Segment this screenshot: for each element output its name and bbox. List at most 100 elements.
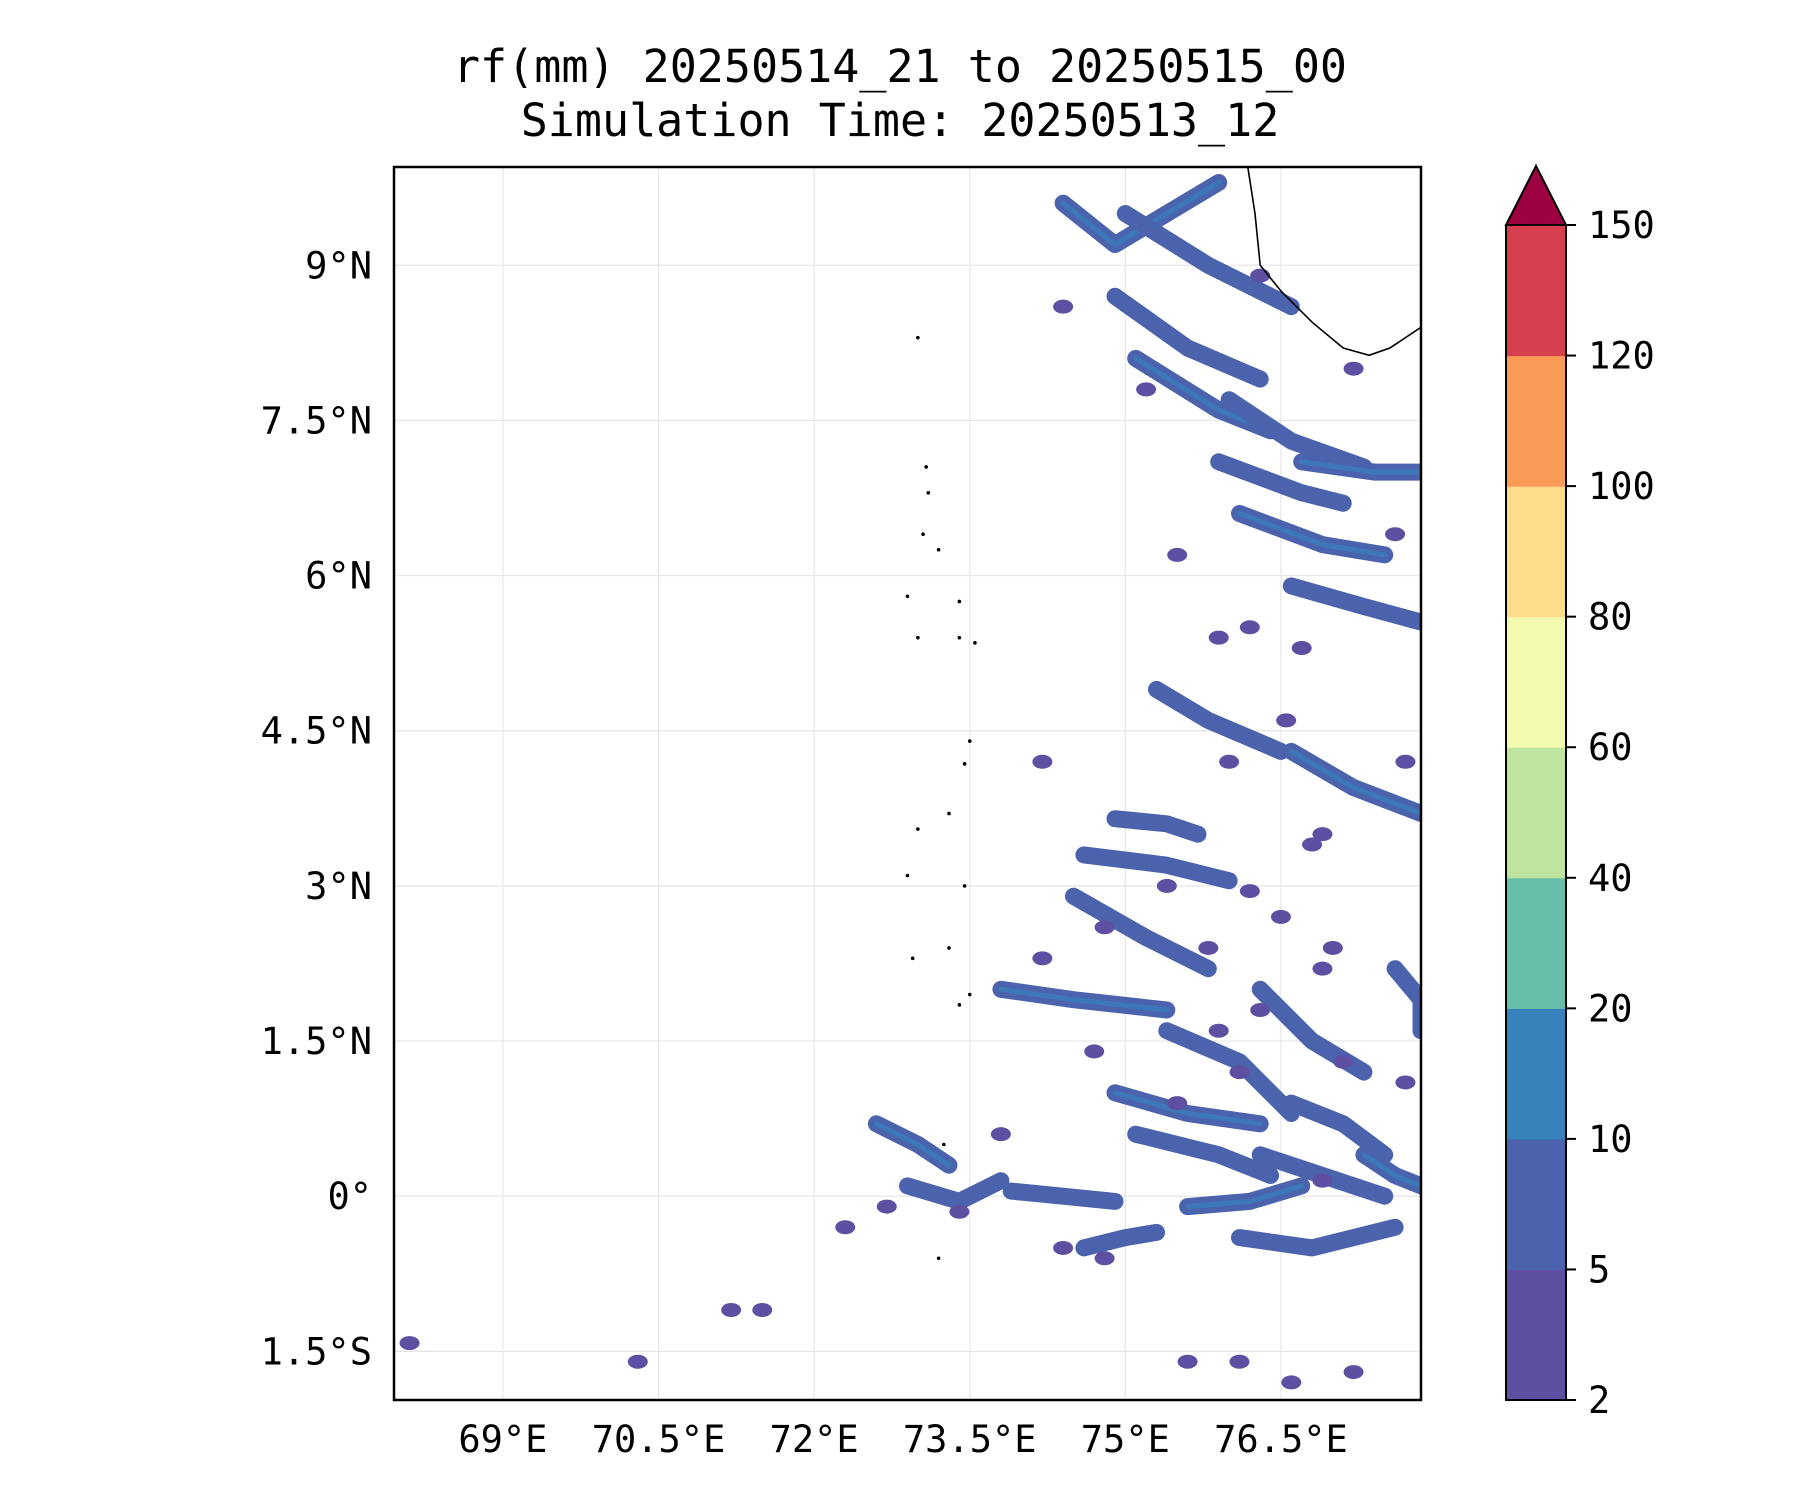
rain-cell — [1136, 382, 1157, 397]
rain-cell — [1385, 527, 1406, 542]
lat-tick-label: 3°N — [305, 865, 372, 908]
island-dot — [947, 946, 951, 950]
colorbar-tick-label: 10 — [1588, 1118, 1633, 1161]
colorbar-tick-label: 80 — [1588, 596, 1633, 639]
lon-tick-label: 69°E — [458, 1418, 547, 1461]
rain-band — [1106, 810, 1207, 843]
map-frame — [392, 165, 1423, 1402]
colorbar-segment — [1506, 355, 1566, 487]
rain-band-core — [1361, 1152, 1421, 1189]
island-dot — [916, 635, 920, 640]
island-dot — [936, 1256, 941, 1261]
island-dot — [916, 827, 920, 831]
island-dot — [962, 884, 967, 888]
rain-cell — [1167, 1096, 1188, 1111]
rain-cell — [949, 1204, 970, 1219]
colorbar-frame — [1505, 224, 1567, 1401]
rain-cell — [1291, 640, 1312, 655]
rain-band-core — [1237, 511, 1388, 558]
rain-cell — [399, 1336, 420, 1351]
lon-tick-label: 72°E — [770, 1418, 859, 1461]
rain-cell — [1229, 1354, 1250, 1369]
colorbar: 2 5 10 20 40 60 80 100 120 150 — [1504, 163, 1655, 1422]
island-dot — [957, 635, 962, 640]
rain-cell — [1208, 630, 1229, 645]
rain-cell — [1177, 1354, 1198, 1369]
map-background — [394, 167, 1421, 1400]
rain-cell — [1322, 940, 1343, 955]
island-dot — [962, 762, 967, 766]
island-dot — [924, 465, 928, 469]
rain-cell — [1395, 754, 1416, 769]
rain-cell — [1198, 940, 1219, 955]
rain-band — [1231, 1218, 1404, 1257]
lat-tick-label: 1.5°S — [261, 1330, 372, 1373]
colorbar-segment — [1506, 877, 1566, 1009]
rain-cell — [1239, 884, 1260, 899]
rain-cell — [990, 1127, 1011, 1142]
colorbar-tick-label: 120 — [1588, 335, 1655, 378]
rain-cell — [1053, 1240, 1074, 1255]
rain-cell — [1219, 754, 1240, 769]
rain-band — [1282, 1094, 1394, 1164]
rain-band — [1158, 1022, 1300, 1122]
island-dot — [926, 491, 931, 495]
rain-band — [1282, 577, 1421, 631]
lat-tick-label: 9°N — [305, 244, 372, 287]
lon-tick-labels: 69°E 70.5°E 72°E 73.5°E 75°E 76.5°E — [458, 1418, 1347, 1461]
colorbar-segment — [1506, 747, 1566, 879]
colorbar-segment — [1506, 486, 1566, 618]
rain-cell — [1094, 920, 1115, 935]
island-dot — [947, 811, 951, 816]
island-dot — [916, 335, 920, 340]
lon-tick-label: 73.5°E — [903, 1418, 1037, 1461]
rain-cell — [835, 1220, 856, 1235]
title-line-1: rf(mm) 20250514_21 to 20250515_00 — [452, 40, 1348, 93]
rain-cell — [627, 1354, 648, 1369]
colorbar-tick-label: 60 — [1588, 726, 1633, 769]
island-dot — [942, 1142, 946, 1147]
lon-tick-label: 70.5°E — [592, 1418, 726, 1461]
colorbar-tick-label: 150 — [1588, 204, 1655, 247]
island-dot — [973, 641, 977, 645]
colorbar-tick-label: 20 — [1588, 987, 1633, 1030]
rain-cell — [1312, 827, 1333, 842]
rain-band-core — [1299, 459, 1421, 475]
island-dot — [910, 956, 915, 961]
colorbar-segment — [1506, 1269, 1566, 1401]
title-line-2: Simulation Time: 20250513_12 — [520, 94, 1280, 147]
rain-band-core — [1288, 748, 1421, 816]
colorbar-segment — [1506, 1008, 1566, 1140]
rain-cell — [1395, 1075, 1416, 1090]
rain-cell — [1032, 754, 1053, 769]
rain-band — [899, 1172, 1010, 1210]
coastline — [905, 167, 1421, 1261]
rain-cell — [1302, 837, 1323, 852]
colorbar-extend-arrow — [1504, 163, 1568, 226]
rainfall-contours — [399, 174, 1421, 1390]
rain-band — [1065, 887, 1217, 978]
lat-tick-label: 1.5°N — [261, 1020, 372, 1063]
rain-band-core — [873, 1121, 952, 1168]
island-dot — [905, 873, 910, 878]
rain-cell — [1343, 1365, 1364, 1380]
rain-cell — [752, 1303, 773, 1318]
colorbar-segment — [1506, 225, 1566, 357]
rain-cell — [1053, 299, 1074, 314]
rain-cell — [1312, 1173, 1333, 1188]
lon-tick-label: 75°E — [1081, 1418, 1170, 1461]
rain-band — [1075, 846, 1238, 890]
rain-band — [1116, 205, 1300, 316]
lat-tick-label: 6°N — [305, 555, 372, 598]
island-dot — [957, 599, 962, 604]
rain-band — [1220, 391, 1373, 476]
rain-band-core — [998, 986, 1170, 1013]
colorbar-tick-label: 2 — [1588, 1379, 1610, 1422]
rain-band — [1075, 1223, 1165, 1257]
india-coastline — [1247, 167, 1421, 357]
rain-band — [1127, 1125, 1280, 1184]
rain-cell — [1333, 1054, 1354, 1069]
rain-cell — [1167, 547, 1188, 562]
lat-tick-label: 0° — [327, 1175, 372, 1218]
rain-band — [1002, 1182, 1124, 1210]
